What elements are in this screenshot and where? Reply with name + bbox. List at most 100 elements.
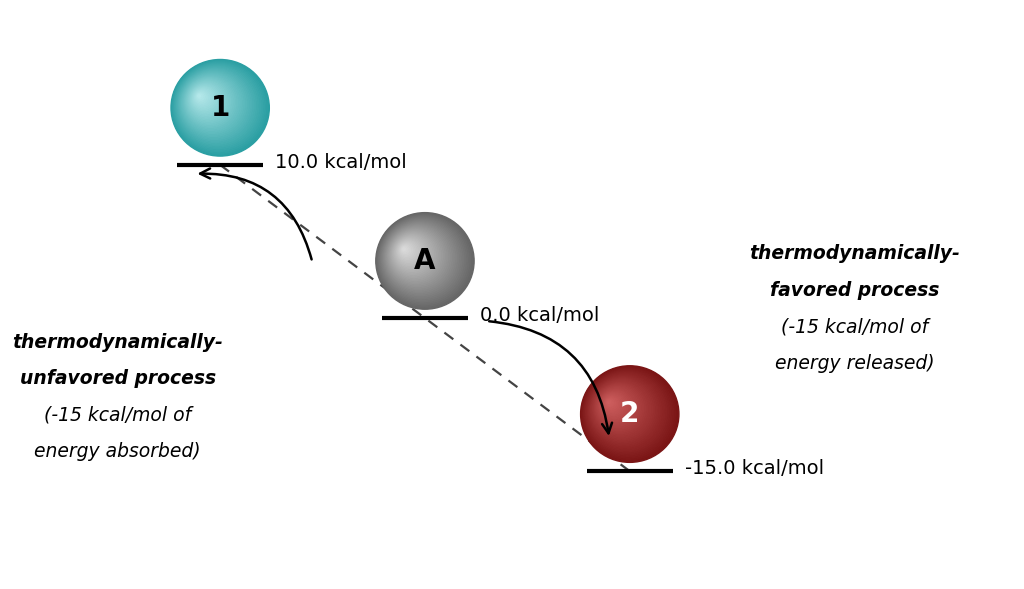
Ellipse shape bbox=[387, 227, 445, 285]
Ellipse shape bbox=[397, 241, 420, 263]
Ellipse shape bbox=[194, 90, 211, 106]
Ellipse shape bbox=[595, 384, 644, 432]
Ellipse shape bbox=[400, 244, 413, 256]
Ellipse shape bbox=[395, 238, 425, 267]
Text: energy absorbed): energy absorbed) bbox=[35, 442, 201, 461]
Ellipse shape bbox=[194, 88, 213, 108]
Ellipse shape bbox=[582, 368, 676, 459]
Ellipse shape bbox=[195, 90, 209, 105]
Ellipse shape bbox=[180, 71, 247, 137]
Ellipse shape bbox=[176, 66, 257, 145]
Ellipse shape bbox=[185, 78, 232, 124]
Ellipse shape bbox=[588, 375, 662, 447]
Ellipse shape bbox=[602, 394, 625, 416]
Ellipse shape bbox=[398, 241, 418, 261]
Ellipse shape bbox=[595, 385, 642, 431]
Ellipse shape bbox=[583, 369, 674, 458]
Ellipse shape bbox=[590, 378, 656, 443]
Ellipse shape bbox=[191, 87, 216, 111]
Text: thermodynamically-: thermodynamically- bbox=[750, 244, 961, 263]
Ellipse shape bbox=[187, 81, 227, 120]
Ellipse shape bbox=[398, 243, 416, 259]
Ellipse shape bbox=[383, 223, 455, 293]
Ellipse shape bbox=[594, 383, 645, 434]
Ellipse shape bbox=[590, 379, 654, 441]
Ellipse shape bbox=[193, 88, 215, 110]
Ellipse shape bbox=[171, 59, 269, 156]
Ellipse shape bbox=[393, 235, 430, 272]
Ellipse shape bbox=[586, 372, 667, 452]
Ellipse shape bbox=[178, 68, 252, 141]
Ellipse shape bbox=[180, 72, 245, 135]
Ellipse shape bbox=[601, 392, 628, 419]
Ellipse shape bbox=[604, 396, 618, 411]
Ellipse shape bbox=[174, 63, 262, 150]
Ellipse shape bbox=[593, 381, 649, 436]
Ellipse shape bbox=[584, 370, 670, 455]
Ellipse shape bbox=[385, 224, 452, 290]
Ellipse shape bbox=[392, 234, 432, 273]
Ellipse shape bbox=[581, 366, 679, 462]
Ellipse shape bbox=[181, 73, 243, 134]
Ellipse shape bbox=[189, 84, 222, 115]
Ellipse shape bbox=[593, 382, 647, 435]
Ellipse shape bbox=[176, 67, 255, 144]
Ellipse shape bbox=[391, 233, 435, 276]
Ellipse shape bbox=[605, 398, 615, 408]
Ellipse shape bbox=[582, 367, 677, 461]
Text: (-15 kcal/mol of: (-15 kcal/mol of bbox=[781, 317, 929, 336]
Ellipse shape bbox=[385, 226, 450, 288]
Ellipse shape bbox=[392, 233, 433, 274]
Ellipse shape bbox=[599, 389, 633, 423]
Ellipse shape bbox=[377, 214, 472, 307]
Ellipse shape bbox=[382, 221, 459, 296]
Ellipse shape bbox=[190, 85, 220, 114]
Ellipse shape bbox=[185, 78, 234, 126]
Text: (-15 kcal/mol of: (-15 kcal/mol of bbox=[44, 406, 191, 425]
Ellipse shape bbox=[172, 61, 266, 153]
Ellipse shape bbox=[186, 80, 230, 123]
Ellipse shape bbox=[599, 391, 632, 422]
Ellipse shape bbox=[399, 243, 414, 258]
Ellipse shape bbox=[376, 213, 474, 309]
Ellipse shape bbox=[174, 64, 260, 148]
Ellipse shape bbox=[196, 91, 208, 103]
Ellipse shape bbox=[402, 248, 406, 250]
Ellipse shape bbox=[607, 401, 610, 403]
Ellipse shape bbox=[390, 231, 437, 277]
Ellipse shape bbox=[175, 65, 259, 147]
Ellipse shape bbox=[380, 218, 464, 300]
Ellipse shape bbox=[601, 393, 626, 417]
Ellipse shape bbox=[183, 75, 240, 130]
Ellipse shape bbox=[172, 61, 267, 154]
Text: 10.0 kcal/mol: 10.0 kcal/mol bbox=[275, 153, 408, 172]
Ellipse shape bbox=[196, 92, 206, 102]
Ellipse shape bbox=[597, 386, 638, 428]
Ellipse shape bbox=[394, 237, 427, 269]
Ellipse shape bbox=[198, 95, 201, 97]
Text: 0.0 kcal/mol: 0.0 kcal/mol bbox=[480, 306, 600, 325]
Ellipse shape bbox=[191, 86, 218, 112]
Ellipse shape bbox=[379, 217, 465, 302]
Text: unfavored process: unfavored process bbox=[19, 369, 216, 388]
Ellipse shape bbox=[591, 379, 652, 440]
Ellipse shape bbox=[188, 82, 225, 118]
Ellipse shape bbox=[396, 240, 421, 264]
Ellipse shape bbox=[598, 388, 635, 425]
Ellipse shape bbox=[377, 214, 471, 306]
Ellipse shape bbox=[384, 223, 453, 291]
Ellipse shape bbox=[173, 62, 264, 151]
Text: 1: 1 bbox=[211, 94, 229, 122]
Ellipse shape bbox=[381, 220, 460, 297]
Text: 2: 2 bbox=[621, 400, 639, 428]
Ellipse shape bbox=[390, 231, 439, 279]
Ellipse shape bbox=[587, 374, 664, 449]
Ellipse shape bbox=[389, 230, 440, 280]
Text: thermodynamically-: thermodynamically- bbox=[12, 333, 223, 352]
Ellipse shape bbox=[388, 228, 444, 283]
Ellipse shape bbox=[187, 80, 228, 121]
Ellipse shape bbox=[183, 76, 238, 129]
Ellipse shape bbox=[396, 239, 423, 266]
Ellipse shape bbox=[177, 68, 254, 143]
Ellipse shape bbox=[597, 388, 637, 426]
